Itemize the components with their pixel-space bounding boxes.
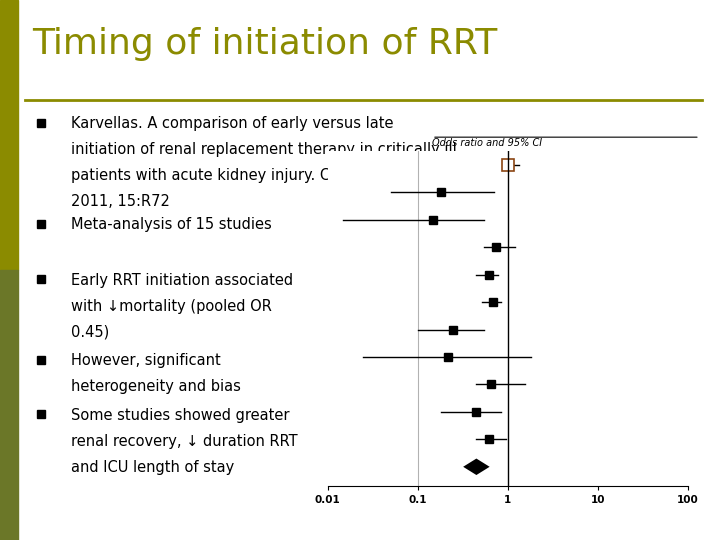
Text: with ↓mortality (pooled OR: with ↓mortality (pooled OR [71,299,271,314]
Text: Meta-analysis of 15 studies: Meta-analysis of 15 studies [71,217,271,232]
Text: Early RRT initiation associated: Early RRT initiation associated [71,273,293,288]
Text: Some studies showed greater: Some studies showed greater [71,408,289,423]
Text: Karvellas. A comparison of early versus late: Karvellas. A comparison of early versus … [71,116,393,131]
Bar [0,0,18,270]
Text: and ICU length of stay: and ICU length of stay [71,460,234,475]
Text: heterogeneity and bias: heterogeneity and bias [71,379,240,394]
Text: Odds ratio and 95% CI: Odds ratio and 95% CI [432,138,542,148]
Text: 0.45): 0.45) [71,325,109,340]
Bar [0,270,18,540]
Text: renal recovery, ↓ duration RRT: renal recovery, ↓ duration RRT [71,434,297,449]
Polygon shape [463,458,490,475]
Text: 2011, 15:R72: 2011, 15:R72 [71,194,169,209]
Text: patients with acute kidney injury. Critical Care: patients with acute kidney injury. Criti… [71,168,410,183]
Text: However, significant: However, significant [71,353,220,368]
Text: initiation of renal replacement therapy in critically ill: initiation of renal replacement therapy … [71,142,456,157]
Text: Timing of initiation of RRT: Timing of initiation of RRT [32,27,498,61]
